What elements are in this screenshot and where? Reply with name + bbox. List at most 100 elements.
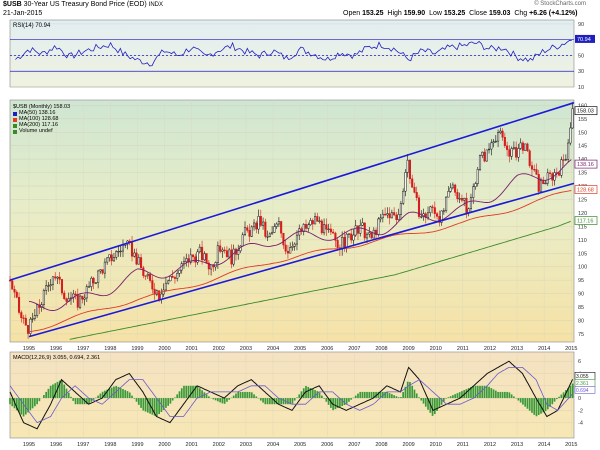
candle-body <box>262 221 265 226</box>
candle-body <box>368 232 371 235</box>
macd-histogram-bar <box>289 398 292 405</box>
macd-histogram-bar <box>237 391 240 399</box>
macd-histogram-bar <box>406 381 409 399</box>
macd-histogram-bar <box>345 398 348 404</box>
candle-body <box>237 250 240 255</box>
candle-body <box>361 222 364 226</box>
watermark: © StockCharts.com <box>534 1 586 7</box>
ma-line-1 <box>28 190 572 333</box>
candle-body <box>347 233 350 235</box>
price-legend-swatch-1 <box>13 112 17 116</box>
macd-histogram-bar <box>370 391 373 399</box>
candle-body <box>264 221 267 237</box>
price-tick-label-4: 95 <box>578 278 584 284</box>
macd-histogram-bar <box>151 398 154 415</box>
macd-histogram-bar <box>458 392 461 399</box>
macd-histogram-bar <box>124 390 127 399</box>
candle-body <box>506 145 509 150</box>
macd-histogram-bar <box>167 398 170 406</box>
candle-body <box>228 249 231 258</box>
candle-body <box>544 182 547 185</box>
candle-body <box>207 262 210 270</box>
candle-body <box>88 286 91 288</box>
macd-histogram-bar <box>411 385 414 399</box>
candle-body <box>17 296 21 313</box>
macd-histogram-bar <box>128 392 131 399</box>
candle-body <box>257 216 260 230</box>
candle-body <box>99 269 102 272</box>
price-legend-swatch-2 <box>13 118 17 122</box>
macd-histogram-bar <box>54 383 57 399</box>
macd-histogram-bar <box>156 398 158 417</box>
macd-histogram-bar <box>442 398 445 402</box>
candle-body <box>345 233 348 248</box>
candle-body <box>92 277 95 284</box>
candle-body <box>36 304 39 316</box>
rsi-last-value-box <box>575 34 595 43</box>
candle-body <box>11 280 14 290</box>
candle-body <box>370 232 373 239</box>
candle-body <box>282 232 285 246</box>
macd-histogram-bar <box>456 393 459 399</box>
macd-histogram-bar <box>420 398 423 401</box>
candle-body <box>54 276 57 279</box>
candle-body <box>562 159 565 161</box>
price-last-value-label-0: 158.03 <box>577 109 594 115</box>
candle-body <box>438 216 441 223</box>
exchange: INDX <box>148 2 164 8</box>
price-x-tick-label-13: 2008 <box>375 346 387 352</box>
macd-histogram-bar <box>350 398 353 400</box>
macd-x-tick-label-1: 1996 <box>50 442 62 448</box>
price-x-tick-label-16: 2011 <box>457 346 469 352</box>
macd-histogram-bar <box>90 398 93 402</box>
macd-histogram-bar <box>223 398 226 404</box>
candle-body <box>191 254 195 258</box>
candle-body <box>97 270 100 283</box>
trend-line-0 <box>9 101 575 281</box>
candle-body <box>167 280 170 284</box>
macd-histogram-bar <box>219 398 221 403</box>
price-tick-label-2: 85 <box>578 305 584 311</box>
macd-histogram-bar <box>555 398 558 400</box>
macd-histogram-bar <box>131 395 133 399</box>
candle-body <box>476 169 479 184</box>
candle-body <box>336 240 339 248</box>
macd-histogram-bar <box>76 398 79 405</box>
candle-body <box>106 257 109 263</box>
macd-histogram-bar <box>470 387 472 399</box>
price-tick-label-14: 145 <box>578 144 587 150</box>
candle-body <box>501 130 504 138</box>
macd-histogram-bar <box>391 394 393 399</box>
macd-histogram-bar <box>553 398 556 402</box>
macd-histogram-bar <box>244 391 246 399</box>
macd-signal-line <box>9 367 573 424</box>
candle-body <box>103 261 106 274</box>
macd-tick-label-1: -2 <box>578 408 583 414</box>
high-value: 159.90 <box>403 10 426 17</box>
macd-histogram-bar <box>110 387 113 399</box>
macd-last-value-box-2 <box>574 386 596 394</box>
price-legend-entry-1: MA(50) 138.16 <box>19 110 55 116</box>
candle-body <box>255 222 258 230</box>
macd-x-tick-label-10: 2005 <box>294 442 306 448</box>
macd-histogram-bar <box>388 393 391 399</box>
macd-histogram-bar <box>137 398 140 405</box>
macd-histogram-bar <box>316 391 319 399</box>
macd-histogram-bar <box>330 398 332 408</box>
candle-body <box>246 227 249 231</box>
macd-histogram-bar <box>214 398 217 401</box>
candle-body <box>350 233 353 241</box>
price-x-tick-label-17: 2012 <box>484 346 496 352</box>
candle-body <box>110 254 113 262</box>
candle-body <box>140 257 143 268</box>
macd-histogram-bar <box>336 398 339 409</box>
candle-body <box>309 220 312 225</box>
candle-body <box>564 158 567 161</box>
candle-body <box>259 216 262 226</box>
macd-histogram-bar <box>221 398 224 404</box>
macd-histogram-bar <box>144 398 147 412</box>
candle-body <box>286 250 289 254</box>
macd-histogram-bar <box>499 391 502 399</box>
candle-body <box>352 234 355 241</box>
low-value: 153.25 <box>443 10 466 17</box>
